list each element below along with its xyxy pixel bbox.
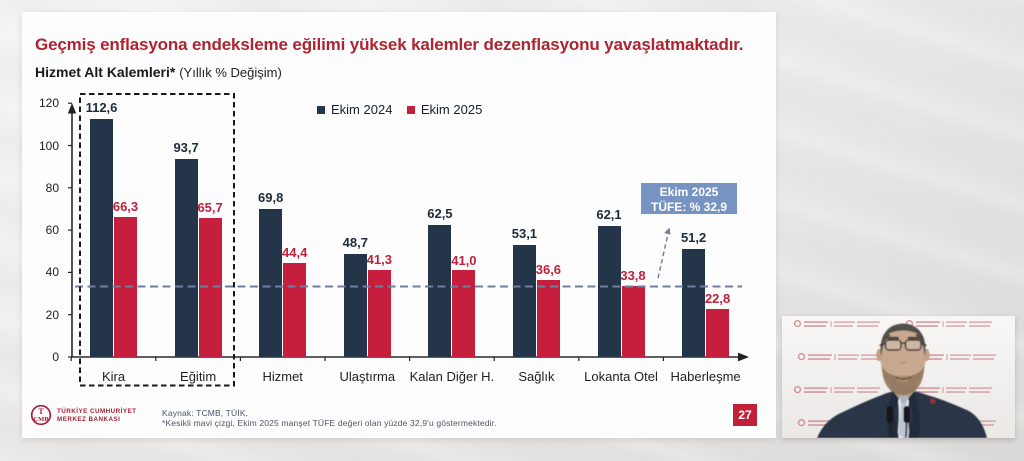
svg-text:ÇMB: ÇMB <box>33 416 49 423</box>
svg-text:T: T <box>38 407 44 416</box>
